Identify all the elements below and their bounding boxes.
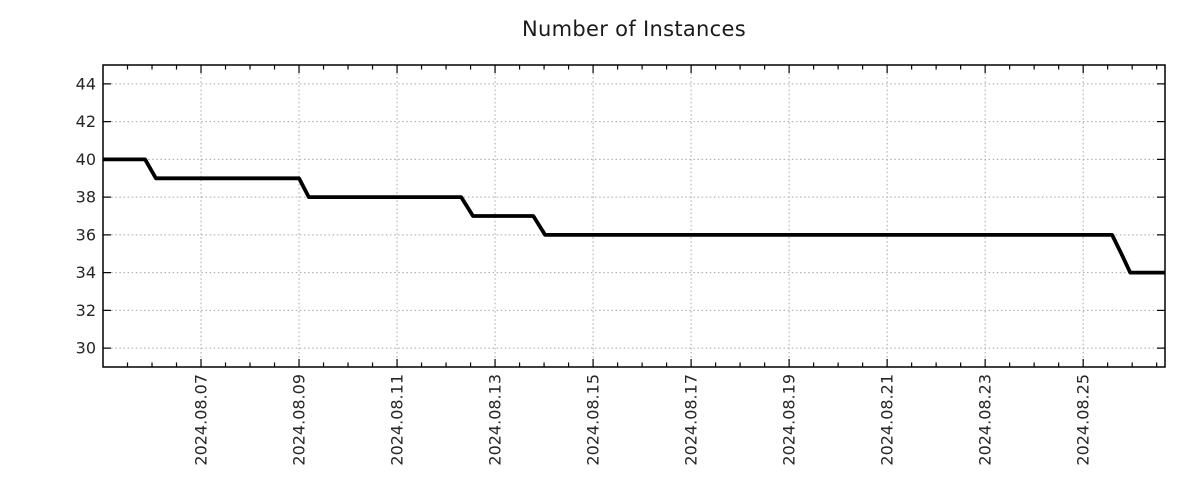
x-tick-label: 2024.08.21 (878, 374, 897, 466)
x-tick-label: 2024.08.13 (486, 374, 505, 466)
y-tick-label: 36 (76, 225, 96, 244)
y-tick-label: 38 (76, 188, 96, 207)
x-tick-label: 2024.08.07 (191, 374, 210, 466)
x-tick-label: 2024.08.09 (289, 374, 308, 466)
x-tick-label: 2024.08.15 (584, 374, 603, 466)
y-tick-label: 34 (76, 263, 96, 282)
x-tick-label: 2024.08.23 (976, 374, 995, 466)
x-tick-label: 2024.08.25 (1074, 374, 1093, 466)
x-tick-label: 2024.08.19 (780, 374, 799, 466)
y-tick-label: 30 (76, 339, 96, 358)
x-tick-label: 2024.08.17 (682, 374, 701, 466)
series-line (103, 157, 1165, 275)
y-tick-label: 40 (76, 150, 96, 169)
y-tick-label: 44 (76, 74, 96, 93)
chart-title: Number of Instances (522, 17, 746, 41)
x-tick-label: 2024.08.11 (387, 374, 406, 466)
plot-border (102, 64, 1166, 368)
y-tick-label: 42 (76, 112, 96, 131)
y-tick-label: 32 (76, 301, 96, 320)
